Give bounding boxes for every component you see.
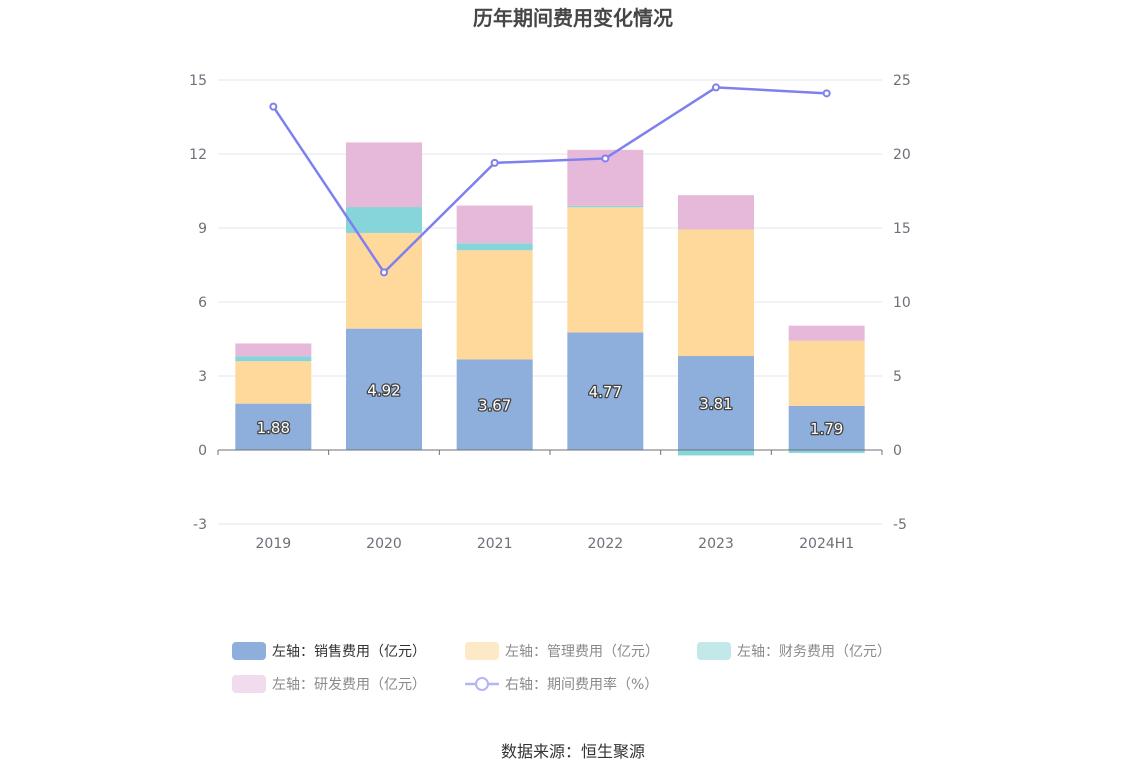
x-tick-label: 2019 (256, 536, 292, 552)
bar-segment (788, 450, 865, 453)
gridlines (218, 79, 882, 525)
right-tick-label: 15 (893, 221, 911, 237)
bar-value-label: 4.92 (367, 381, 400, 399)
bar-segment (567, 205, 644, 208)
legend-swatch (465, 642, 499, 660)
bar-value-label: 3.81 (699, 395, 732, 413)
bar-segment (788, 405, 865, 450)
rate-point (490, 158, 499, 167)
left-tick-label: 15 (189, 73, 207, 89)
x-tick-label: 2022 (588, 536, 624, 552)
legend-label: 左轴：管理费用（亿元） (505, 644, 659, 660)
rate-line-path (272, 86, 827, 275)
bar-segment (456, 243, 533, 251)
bar-value-label: 1.88 (257, 419, 290, 437)
bar-value-label: 3.67 (478, 397, 511, 415)
right-tick-label: 10 (893, 295, 911, 311)
rate-point (712, 83, 720, 92)
right-tick-label: 0 (893, 443, 902, 459)
bar-segment (235, 403, 312, 450)
bar-segment (678, 356, 754, 450)
chart-title: 历年期间费用变化情况 (473, 6, 673, 30)
left-tick-label: 6 (198, 295, 207, 311)
legend: 左轴：销售费用（亿元） 左轴：管理费用（亿元） 左轴：财务费用（亿元） 左轴：研发费用… (232, 642, 891, 693)
left-tick-label: 0 (198, 443, 207, 459)
bar-segment (346, 328, 422, 450)
left-tick-label: 12 (189, 147, 207, 163)
legend-label: 左轴：销售费用（亿元） (272, 644, 426, 660)
bar-segment (235, 361, 312, 404)
legend-label: 左轴：研发费用（亿元） (272, 677, 426, 693)
bars (235, 142, 865, 456)
source-note: 数据来源：恒生聚源 (501, 742, 645, 761)
rate-point (822, 89, 831, 98)
right-tick-label: -5 (893, 517, 907, 533)
x-tick-label: 2024H1 (799, 536, 854, 552)
bar-segment (567, 332, 644, 450)
legend-label: 左轴：财务费用（亿元） (737, 644, 891, 660)
left-tick-label: 3 (198, 369, 207, 385)
left-tick-label: 9 (198, 221, 207, 237)
x-tick-label: 2020 (366, 536, 402, 552)
left-axis-ticks: 15 12 9 6 3 0 -3 (189, 73, 207, 533)
left-tick-label: -3 (193, 517, 207, 533)
x-tick-label: 2023 (698, 536, 734, 552)
legend-swatch (232, 642, 266, 660)
bar-segment (788, 340, 865, 406)
legend-line-marker (475, 677, 489, 691)
bar-segment (678, 450, 754, 456)
legend-swatch (232, 675, 266, 693)
x-axis (217, 449, 883, 455)
bar-segment (235, 343, 312, 357)
rate-point (601, 154, 610, 163)
right-tick-label: 20 (893, 147, 911, 163)
bar-segment (456, 205, 533, 244)
bar-value-label: 4.77 (589, 383, 622, 401)
rate-line (269, 83, 831, 277)
bar-value-label: 1.79 (810, 420, 843, 438)
bar-segment (456, 250, 533, 360)
bar-segment (456, 359, 533, 450)
rate-point (269, 102, 278, 111)
rate-point (380, 268, 388, 277)
bar-segment (346, 142, 422, 208)
bar-labels: 1.88 4.92 3.67 4.77 3.81 1.79 (255, 380, 844, 439)
bar-segment (788, 325, 865, 341)
legend-swatch (697, 642, 731, 660)
bar-segment (346, 207, 422, 233)
bar-segment (678, 229, 754, 357)
bar-segment (235, 356, 312, 362)
bar-segment (678, 195, 754, 230)
right-tick-label: 5 (893, 369, 902, 385)
x-tick-label: 2021 (477, 536, 513, 552)
right-tick-label: 25 (893, 73, 911, 89)
right-axis-ticks: 25 20 15 10 5 0 -5 (893, 73, 911, 533)
x-axis-ticks: 2019 2020 2021 2022 2023 2024H1 (256, 536, 855, 552)
legend-label: 右轴：期间费用率（%） (505, 676, 658, 693)
bar-segment (567, 207, 644, 333)
